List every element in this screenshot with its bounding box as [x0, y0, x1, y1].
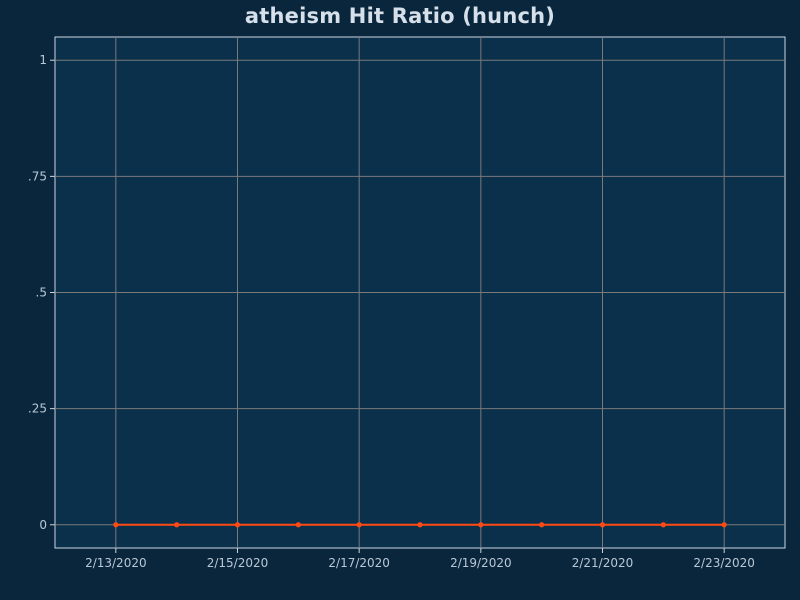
y-tick-label: 1	[39, 53, 47, 67]
data-point	[234, 522, 241, 528]
data-point	[417, 522, 423, 528]
data-point	[660, 522, 666, 528]
x-tick-label: 2/23/2020	[693, 556, 755, 570]
x-tick-label: 2/19/2020	[450, 556, 512, 570]
y-tick-label: 0	[39, 518, 47, 532]
data-point	[599, 522, 606, 528]
y-axis-ticks: 0 .25 .5 .75 1	[28, 53, 55, 532]
data-point	[174, 522, 180, 528]
y-tick-label: .5	[36, 286, 47, 300]
data-point	[721, 522, 727, 528]
x-axis-ticks: 2/13/2020 2/15/2020 2/17/2020 2/19/2020 2/21…	[85, 548, 755, 570]
x-tick-label: 2/15/2020	[207, 556, 269, 570]
x-tick-label: 2/13/2020	[85, 556, 147, 570]
data-point	[539, 522, 545, 528]
grid-lines	[55, 37, 785, 548]
y-tick-label: .25	[28, 402, 47, 416]
y-tick-label: .75	[28, 169, 47, 183]
data-point	[356, 522, 362, 528]
x-tick-label: 2/21/2020	[572, 556, 634, 570]
series-layer	[113, 522, 727, 528]
x-tick-label: 2/17/2020	[328, 556, 390, 570]
data-point	[295, 522, 301, 528]
data-point	[113, 522, 119, 528]
chart-title: atheism Hit Ratio (hunch)	[244, 4, 556, 28]
data-point	[478, 522, 484, 528]
